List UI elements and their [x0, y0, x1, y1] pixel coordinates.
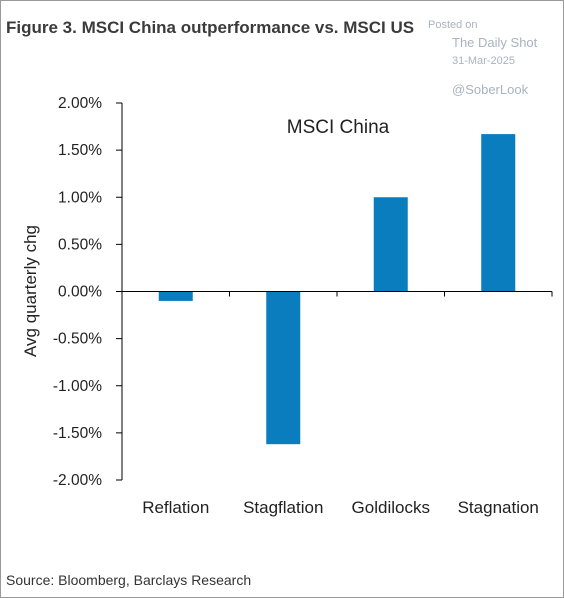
y-tick-label: -0.50%	[53, 331, 102, 348]
y-tick-label: 2.00%	[58, 95, 102, 112]
x-tick-label: Stagnation	[458, 498, 539, 517]
y-tick-label: -1.50%	[53, 425, 102, 442]
bar-reflation	[158, 291, 193, 301]
watermark-date: 31-Mar-2025	[452, 55, 515, 67]
figure-title: Figure 3. MSCI China outperformance vs. …	[6, 18, 415, 37]
y-tick-label: 1.00%	[58, 189, 102, 206]
bar-goldilocks	[373, 197, 408, 292]
y-axis-title: Avg quarterly chg	[21, 225, 40, 357]
bar-stagnation	[481, 134, 516, 292]
y-tick-label: -2.00%	[53, 472, 102, 489]
x-tick-label: Stagflation	[243, 498, 323, 517]
x-tick-label: Goldilocks	[352, 498, 430, 517]
x-tick-label: Reflation	[142, 498, 209, 517]
watermark-posted: Posted on	[428, 19, 478, 31]
y-tick-label: -1.00%	[53, 378, 102, 395]
watermark-site: The Daily Shot	[452, 35, 538, 50]
watermark-handle: @SoberLook	[452, 82, 529, 97]
series-label: MSCI China	[287, 117, 390, 138]
y-tick-label: 0.00%	[58, 284, 102, 301]
source-note: Source: Bloomberg, Barclays Research	[6, 572, 252, 588]
y-tick-label: 1.50%	[58, 142, 102, 159]
y-tick-label: 0.50%	[58, 236, 102, 253]
bar-stagflation	[266, 291, 301, 445]
